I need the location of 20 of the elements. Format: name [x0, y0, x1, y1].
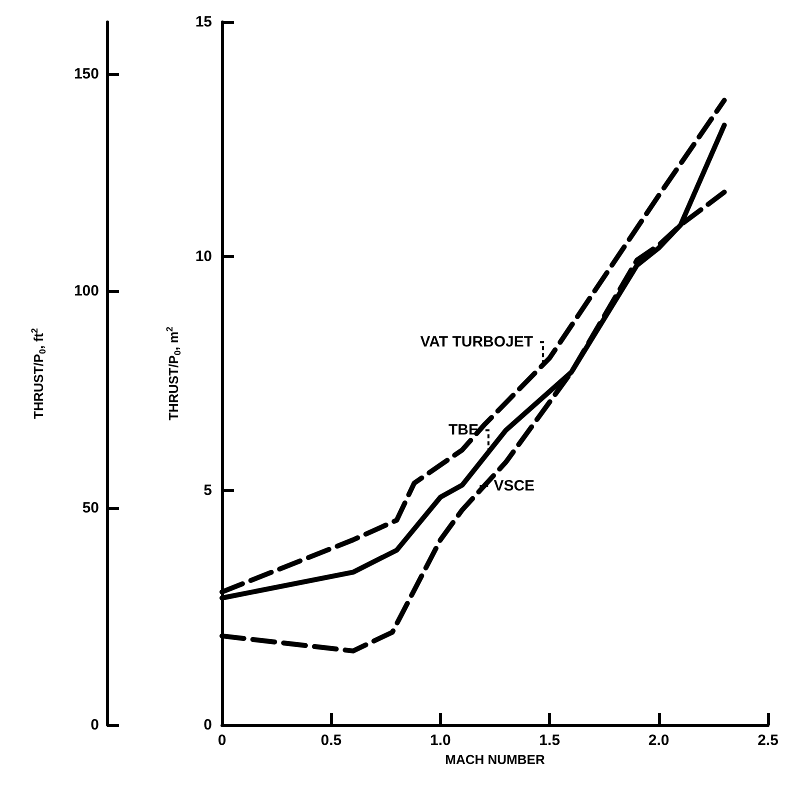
y2-tick-label: 150	[74, 66, 99, 83]
y2-tick-label: 0	[90, 716, 99, 734]
y2-tick-label: 50	[82, 500, 99, 517]
annotation: TBE	[448, 422, 478, 439]
annotation: VAT TURBOJET	[420, 334, 534, 351]
x-tick-label: 1.5	[539, 732, 560, 749]
x-tick-label: 1.0	[430, 732, 451, 749]
annotation: VSCE	[494, 477, 535, 494]
y-tick-label: 10	[195, 248, 212, 265]
y-tick-label: 0	[204, 716, 212, 734]
x-tick-label: 2.0	[648, 732, 670, 749]
y-tick-label: 5	[204, 482, 212, 500]
x-tick-label: 0.5	[320, 732, 342, 749]
x-tick-label: 2.5	[758, 732, 778, 749]
x-axis-title: MACH NUMBER	[445, 752, 546, 767]
y-tick-label: 15	[195, 14, 212, 30]
y-axis-title: THRUST/P0, m2	[164, 326, 182, 420]
x-tick-label: 0	[218, 732, 226, 749]
y2-tick-label: 100	[74, 282, 99, 300]
y2-axis-title: THRUST/P0, ft2	[30, 328, 48, 419]
